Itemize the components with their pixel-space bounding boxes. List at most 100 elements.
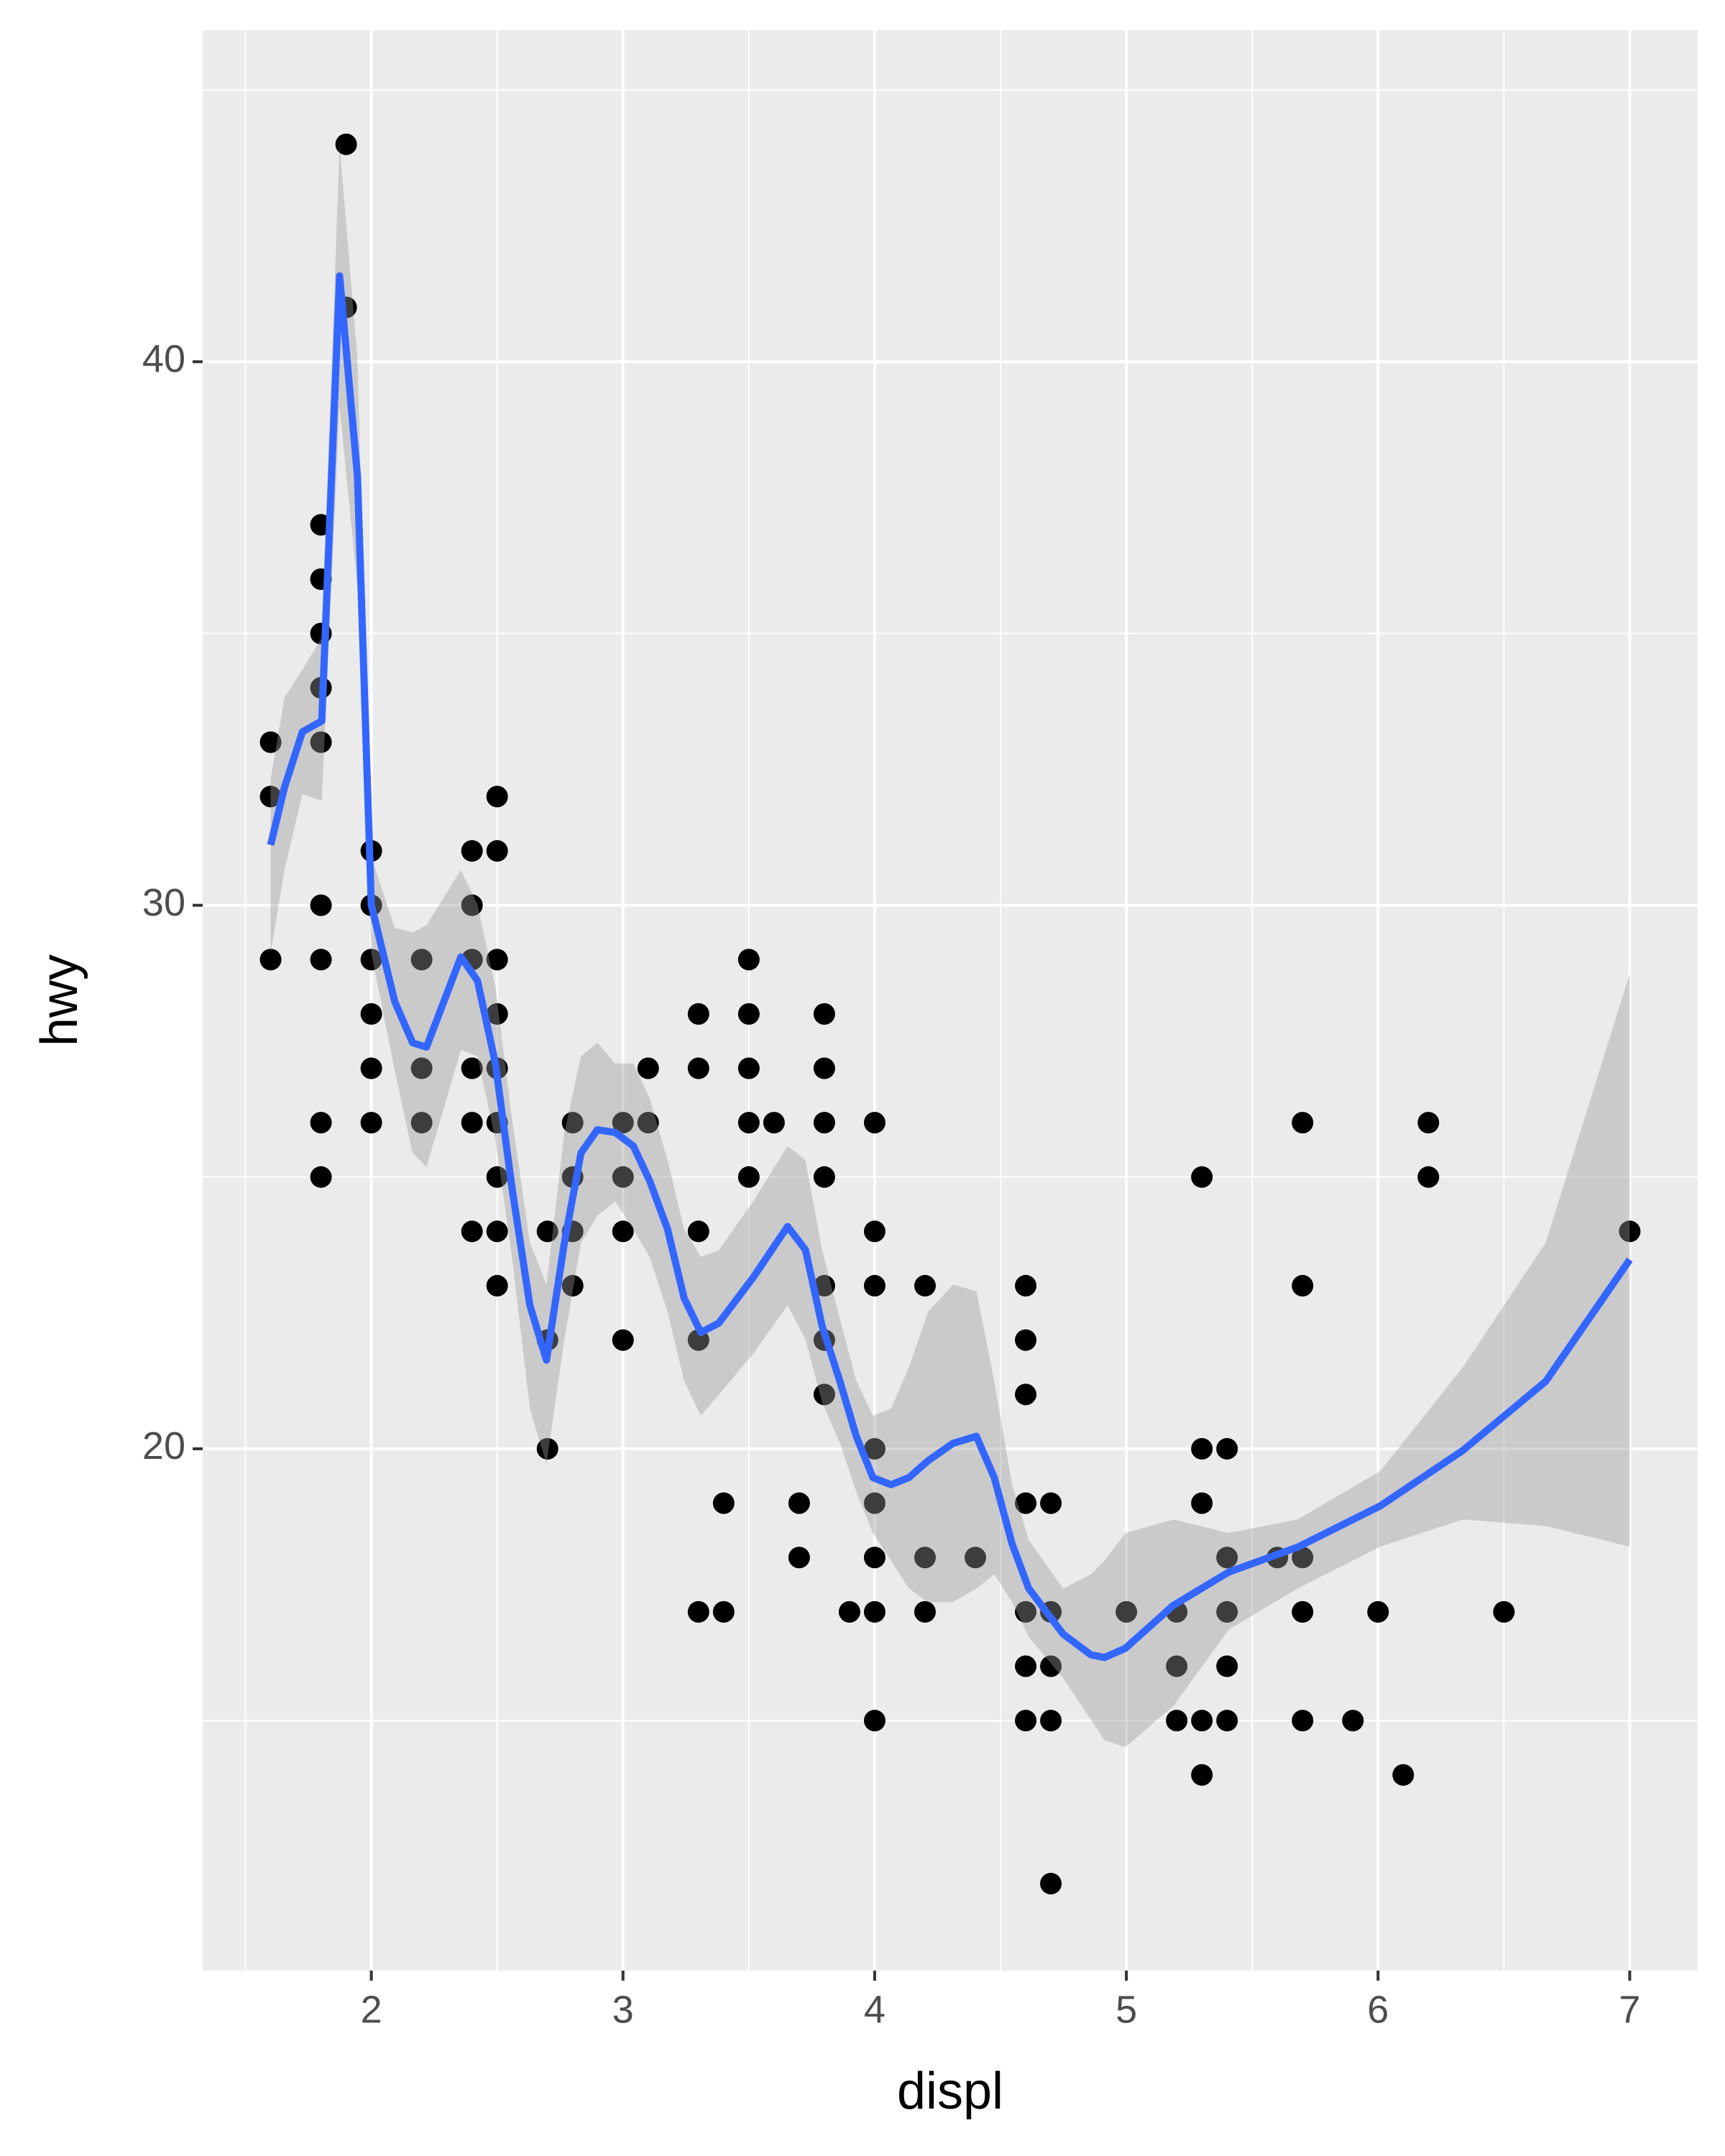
point (486, 1003, 508, 1025)
x-axis-title: displ (897, 2063, 1003, 2120)
panel (203, 30, 1698, 1971)
point (1040, 1872, 1062, 1894)
point (1040, 1710, 1062, 1732)
point (863, 1220, 886, 1243)
point (712, 1492, 735, 1514)
y-tick-label: 40 (142, 338, 185, 381)
point (410, 1112, 433, 1134)
point (536, 1437, 558, 1460)
point (813, 1003, 835, 1025)
point (612, 1220, 634, 1243)
point (737, 1003, 760, 1025)
point (561, 1112, 584, 1134)
point (1392, 1764, 1414, 1786)
point (360, 1057, 382, 1079)
point (737, 949, 760, 971)
point (763, 1112, 785, 1134)
y-axis-title: hwy (31, 954, 88, 1046)
point (737, 1166, 760, 1188)
point (1292, 1112, 1314, 1134)
point (486, 786, 508, 808)
point (1216, 1437, 1238, 1460)
point (612, 1166, 634, 1188)
point (410, 1057, 433, 1079)
point (838, 1600, 860, 1623)
point (486, 840, 508, 862)
point (1292, 1275, 1314, 1297)
point (863, 1547, 886, 1569)
point (737, 1057, 760, 1079)
point (813, 1057, 835, 1079)
point (813, 1166, 835, 1188)
point (1015, 1655, 1037, 1677)
point (687, 1220, 709, 1243)
point (486, 1220, 508, 1243)
point (410, 949, 433, 971)
confidence-band (270, 144, 1630, 1748)
point (461, 1057, 483, 1079)
point (863, 1492, 886, 1514)
point (637, 1057, 659, 1079)
point (863, 1437, 886, 1460)
point (1292, 1710, 1314, 1732)
point (1015, 1329, 1037, 1351)
plot-layers: 2 3 4 5 6 7 20 30 40 (142, 30, 1698, 2031)
point (1216, 1655, 1238, 1677)
point (461, 1220, 483, 1243)
point (788, 1547, 810, 1569)
point (863, 1112, 886, 1134)
point (863, 1275, 886, 1297)
point (863, 1600, 886, 1623)
point (712, 1600, 735, 1623)
point (1216, 1710, 1238, 1732)
point (687, 1057, 709, 1079)
point (310, 949, 332, 971)
point (1116, 1600, 1138, 1623)
point (1015, 1275, 1037, 1297)
point (914, 1547, 936, 1569)
point (1191, 1437, 1213, 1460)
point (335, 133, 357, 155)
point (612, 1329, 634, 1351)
point (461, 894, 483, 916)
point (536, 1220, 558, 1243)
point (612, 1112, 634, 1134)
point (561, 1275, 584, 1297)
x-tick-label: 3 (612, 1988, 634, 2031)
point (1493, 1600, 1515, 1623)
point (1191, 1492, 1213, 1514)
point (486, 949, 508, 971)
point (1367, 1600, 1389, 1623)
x-tick-label: 2 (361, 1988, 382, 2031)
point (259, 949, 282, 971)
point (486, 1275, 508, 1297)
point (1191, 1166, 1213, 1188)
point (461, 840, 483, 862)
point (737, 1112, 760, 1134)
point (863, 1710, 886, 1732)
point (1015, 1710, 1037, 1732)
x-tick-label: 6 (1367, 1988, 1389, 2031)
point (360, 949, 382, 971)
point (461, 1112, 483, 1134)
point (1342, 1710, 1364, 1732)
point (1040, 1492, 1062, 1514)
point (310, 1166, 332, 1188)
point (310, 1112, 332, 1134)
y-tick-label: 30 (142, 881, 185, 924)
point (1166, 1655, 1188, 1677)
point (1166, 1710, 1188, 1732)
point (813, 1112, 835, 1134)
point (486, 1166, 508, 1188)
point (1015, 1492, 1037, 1514)
point (637, 1112, 659, 1134)
x-tick-label: 7 (1619, 1988, 1640, 2031)
point (813, 1275, 835, 1297)
point (687, 1003, 709, 1025)
x-tick-label: 4 (864, 1988, 886, 2031)
point (1216, 1547, 1238, 1569)
point (360, 1003, 382, 1025)
smooth-line (267, 272, 1633, 1662)
